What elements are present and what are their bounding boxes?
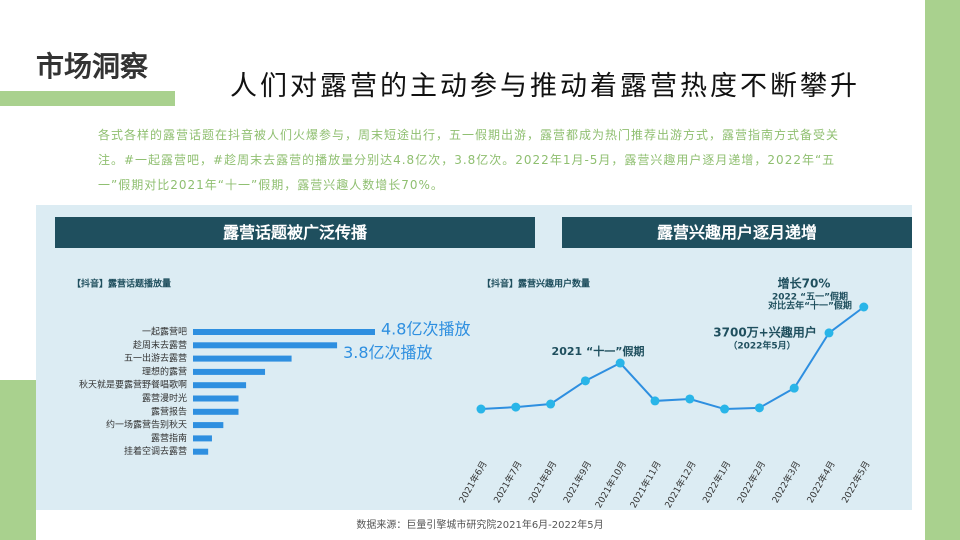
x-tick-label: 2021年8月: [526, 459, 560, 505]
y-tick-label: 露营漫时光: [142, 392, 187, 404]
chart-area: [36, 205, 912, 510]
point: [685, 394, 695, 404]
value-label: 4.8亿次播放: [381, 320, 470, 339]
section-title: 市场洞察: [36, 50, 149, 83]
y-tick-label: 露营指南: [151, 432, 187, 444]
chart-subtitle: 【抖音】露营话题播放量: [72, 278, 171, 290]
point: [476, 404, 486, 414]
point: [546, 399, 556, 409]
y-tick-label: 理想的露营: [142, 365, 187, 377]
x-tick-label: 2022年4月: [804, 459, 838, 505]
main-title: 人们对露营的主动参与推动着露营热度不断攀升: [230, 71, 860, 102]
source: 数据来源：巨量引擎城市研究院2021年6月-2022年5月: [356, 520, 604, 531]
line: [480, 306, 865, 411]
x-tick-label: 2021年11月: [627, 459, 664, 510]
point: [859, 302, 869, 312]
y-tick-label: 挂着空调去露营: [124, 445, 187, 457]
point: [511, 402, 521, 412]
point: [615, 358, 625, 368]
x-tick-label: 2021年7月: [491, 459, 525, 505]
y-tick-label: 五一出游去露营: [124, 352, 187, 364]
y-tick-label: 露营报告: [151, 405, 187, 417]
bar: [193, 368, 266, 375]
y-tick-label: 秋天就是要露营野餐唱歌啊: [79, 379, 187, 391]
point: [650, 396, 660, 406]
point: [754, 403, 764, 413]
y-tick-label: 一起露营吧: [142, 326, 187, 338]
point: [789, 383, 799, 393]
panel-header: 露营兴趣用户逐月递增: [562, 217, 912, 248]
bar: [193, 408, 239, 415]
bar: [193, 329, 375, 335]
value-label: 3.8亿次播放: [343, 343, 432, 362]
bar: [193, 422, 224, 429]
x-tick-label: 2021年9月: [560, 459, 594, 505]
x-tick-label: 2021年10月: [592, 459, 629, 510]
x-tick-label: 2021年6月: [456, 459, 490, 505]
bar: [193, 435, 212, 442]
annotation: 对比去年“十一”假期: [768, 300, 852, 312]
point: [824, 328, 834, 338]
bar: [193, 342, 338, 349]
y-tick-label: 约一场露营告别秋天: [106, 419, 187, 431]
annotation: 2021 “十一”假期: [552, 344, 645, 358]
x-tick-label: 2021年12月: [662, 459, 699, 510]
x-tick-label: 2022年3月: [769, 459, 803, 505]
left-block: [0, 380, 36, 540]
y-tick-label: 趁周末去露营: [133, 339, 187, 351]
panel-header: 露营话题被广泛传播: [55, 217, 535, 248]
bar: [193, 448, 209, 455]
paragraph: 各式各样的露营话题在抖音被人们火爆参与，周末短途出行，五一假期出游，露营都成为热…: [98, 128, 840, 192]
point: [720, 404, 730, 414]
title-underline: [0, 91, 175, 106]
side-strip: [925, 0, 960, 540]
bar: [193, 355, 292, 362]
x-tick-label: 2022年5月: [839, 459, 873, 505]
point: [580, 376, 590, 386]
annotation: 3700万+兴趣用户: [713, 325, 816, 340]
annotation: 增长70%: [778, 276, 831, 291]
x-tick-label: 2022年1月: [700, 459, 734, 505]
bar: [193, 395, 239, 402]
annotation: 2022 “五一”假期: [772, 291, 848, 303]
x-tick-label: 2022年2月: [734, 459, 768, 505]
chart-subtitle: 【抖音】露营兴趣用户数量: [482, 278, 590, 290]
bar: [193, 382, 247, 389]
annotation: （2022年5月）: [728, 340, 795, 352]
